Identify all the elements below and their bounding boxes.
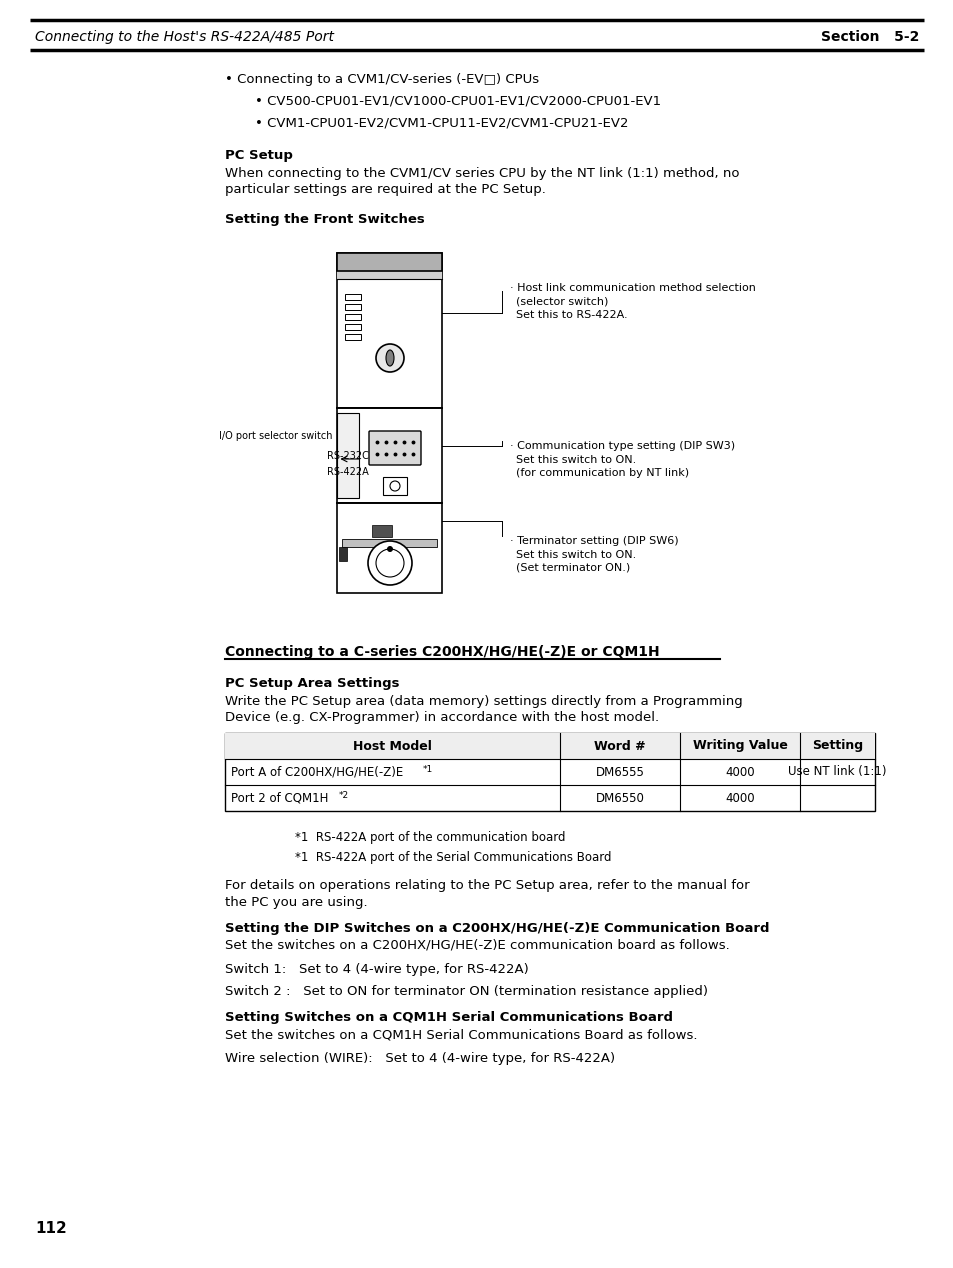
Text: RS-422A: RS-422A — [327, 467, 369, 477]
Bar — [345, 333, 361, 340]
Text: Write the PC Setup area (data memory) settings directly from a Programming: Write the PC Setup area (data memory) se… — [225, 695, 742, 708]
Text: Set the switches on a CQM1H Serial Communications Board as follows.: Set the switches on a CQM1H Serial Commu… — [225, 1028, 697, 1041]
Text: · Communication type setting (DIP SW3): · Communication type setting (DIP SW3) — [510, 441, 735, 451]
FancyBboxPatch shape — [369, 431, 420, 465]
Text: • CVM1-CPU01-EV2/CVM1-CPU11-EV2/CVM1-CPU21-EV2: • CVM1-CPU01-EV2/CVM1-CPU11-EV2/CVM1-CPU… — [254, 117, 628, 131]
Bar — [337, 408, 442, 503]
Text: PC Setup: PC Setup — [225, 150, 293, 162]
Text: Writing Value: Writing Value — [692, 739, 786, 752]
Text: Wire selection (WIRE):   Set to 4 (4-wire type, for RS-422A): Wire selection (WIRE): Set to 4 (4-wire … — [225, 1052, 615, 1065]
Text: When connecting to the CVM1/CV series CPU by the NT link (1:1) method, no: When connecting to the CVM1/CV series CP… — [225, 167, 739, 180]
Text: · Terminator setting (DIP SW6): · Terminator setting (DIP SW6) — [510, 536, 678, 547]
Text: Port A of C200HX/HG/HE(-Z)E: Port A of C200HX/HG/HE(-Z)E — [231, 766, 403, 779]
Text: Connecting to a C-series C200HX/HG/HE(-Z)E or CQM1H: Connecting to a C-series C200HX/HG/HE(-Z… — [225, 645, 659, 659]
Text: Setting the DIP Switches on a C200HX/HG/HE(-Z)E Communication Board: Setting the DIP Switches on a C200HX/HG/… — [225, 922, 769, 935]
Text: Port 2 of CQM1H: Port 2 of CQM1H — [231, 791, 328, 804]
Text: *1  RS-422A port of the communication board: *1 RS-422A port of the communication boa… — [294, 831, 565, 844]
Bar — [225, 733, 874, 760]
Bar — [342, 539, 437, 547]
Text: · Host link communication method selection: · Host link communication method selecti… — [510, 283, 755, 293]
Text: *1: *1 — [422, 765, 433, 773]
Bar — [345, 294, 361, 301]
Text: (Set terminator ON.): (Set terminator ON.) — [516, 563, 630, 573]
Text: Set this switch to ON.: Set this switch to ON. — [516, 550, 636, 560]
Circle shape — [375, 344, 403, 372]
Circle shape — [387, 547, 393, 552]
Circle shape — [368, 541, 412, 585]
Bar — [339, 547, 347, 560]
Text: Use NT link (1:1): Use NT link (1:1) — [787, 766, 886, 779]
Text: • Connecting to a CVM1/CV-series (-EV□) CPUs: • Connecting to a CVM1/CV-series (-EV□) … — [225, 74, 538, 86]
Text: Set this switch to ON.: Set this switch to ON. — [516, 455, 636, 465]
Text: DM6550: DM6550 — [595, 791, 644, 804]
Text: Connecting to the Host's RS-422A/485 Port: Connecting to the Host's RS-422A/485 Por… — [35, 30, 334, 44]
Text: Word #: Word # — [594, 739, 645, 752]
Ellipse shape — [386, 350, 394, 366]
Bar — [337, 254, 442, 271]
Text: Switch 1:   Set to 4 (4-wire type, for RS-422A): Switch 1: Set to 4 (4-wire type, for RS-… — [225, 962, 528, 976]
Text: Setting the Front Switches: Setting the Front Switches — [225, 213, 424, 226]
Text: Set the switches on a C200HX/HG/HE(-Z)E communication board as follows.: Set the switches on a C200HX/HG/HE(-Z)E … — [225, 940, 729, 952]
Text: the PC you are using.: the PC you are using. — [225, 896, 367, 909]
Bar — [382, 477, 407, 495]
Bar — [337, 254, 442, 408]
Text: DM6555: DM6555 — [595, 766, 644, 779]
Bar — [372, 525, 392, 538]
Text: *1  RS-422A port of the Serial Communications Board: *1 RS-422A port of the Serial Communicat… — [294, 851, 611, 864]
Bar — [345, 325, 361, 330]
Text: *2: *2 — [338, 790, 349, 800]
Text: 4000: 4000 — [724, 766, 754, 779]
Bar — [345, 314, 361, 320]
Bar — [337, 271, 442, 279]
Text: 4000: 4000 — [724, 791, 754, 804]
Text: 112: 112 — [35, 1221, 67, 1236]
Bar — [337, 503, 442, 593]
Text: RS-232C: RS-232C — [327, 451, 369, 462]
Bar — [225, 733, 874, 812]
Text: Setting: Setting — [811, 739, 862, 752]
Text: Host Model: Host Model — [353, 739, 432, 752]
Text: Section   5-2: Section 5-2 — [820, 30, 918, 44]
Bar — [337, 413, 359, 498]
Text: • CV500-CPU01-EV1/CV1000-CPU01-EV1/CV2000-CPU01-EV1: • CV500-CPU01-EV1/CV1000-CPU01-EV1/CV200… — [254, 95, 660, 108]
Bar — [337, 254, 442, 271]
Text: (for communication by NT link): (for communication by NT link) — [516, 468, 688, 478]
Text: (selector switch): (selector switch) — [516, 297, 608, 307]
Text: Device (e.g. CX-Programmer) in accordance with the host model.: Device (e.g. CX-Programmer) in accordanc… — [225, 711, 659, 724]
Text: PC Setup Area Settings: PC Setup Area Settings — [225, 677, 399, 690]
Text: Setting Switches on a CQM1H Serial Communications Board: Setting Switches on a CQM1H Serial Commu… — [225, 1011, 672, 1025]
Text: I/O port selector switch: I/O port selector switch — [219, 431, 333, 441]
Bar — [345, 304, 361, 309]
Text: Switch 2 :   Set to ON for terminator ON (termination resistance applied): Switch 2 : Set to ON for terminator ON (… — [225, 985, 707, 998]
Text: Set this to RS-422A.: Set this to RS-422A. — [516, 309, 627, 320]
Text: For details on operations relating to the PC Setup area, refer to the manual for: For details on operations relating to th… — [225, 879, 749, 891]
Text: particular settings are required at the PC Setup.: particular settings are required at the … — [225, 183, 545, 197]
